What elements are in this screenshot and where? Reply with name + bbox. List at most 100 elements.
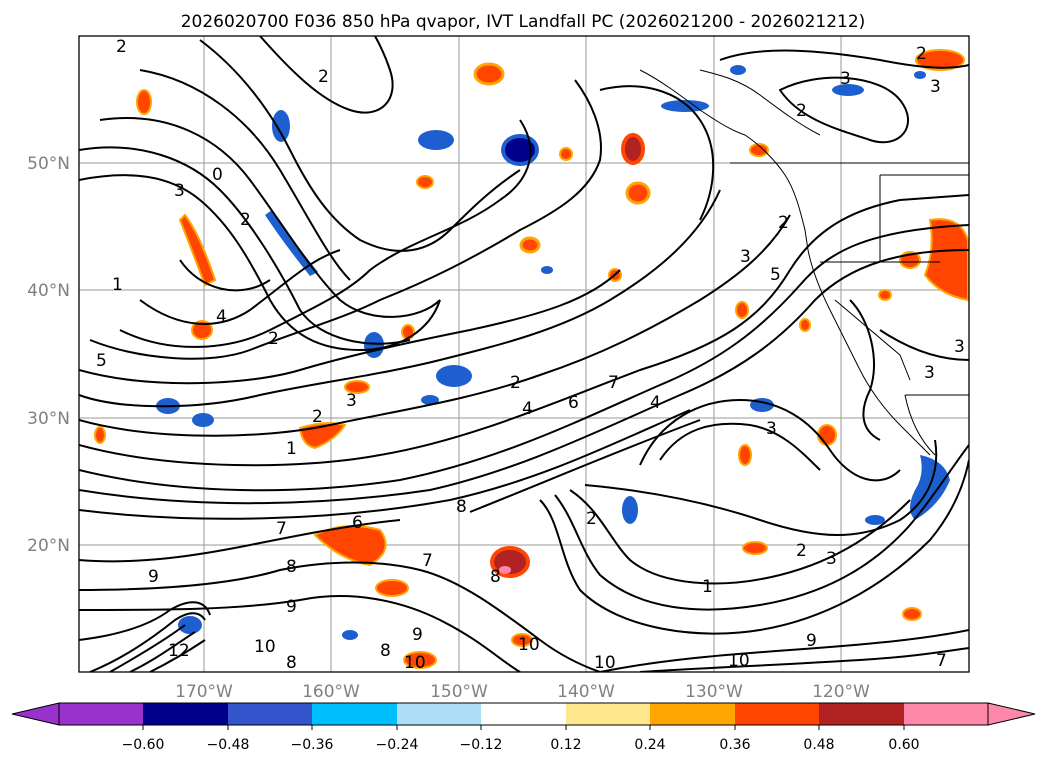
colorbar-tick-label: −0.60 (122, 737, 165, 753)
anomaly-positive (923, 218, 969, 302)
colorbar-tick-label: −0.12 (460, 737, 503, 753)
colorbar-tick-label: 0.48 (803, 737, 834, 753)
anomaly-negative (421, 395, 439, 405)
contour-label: 8 (286, 557, 297, 577)
contour-line (554, 444, 969, 611)
contour-line (79, 561, 601, 672)
contour-line (79, 601, 211, 641)
contour-label: 1 (112, 275, 123, 295)
colorbar-bin (735, 703, 819, 725)
anomaly-positive (511, 633, 533, 647)
anomaly-negative (730, 65, 746, 75)
anomaly-positive (799, 318, 811, 332)
contour-label: 12 (168, 641, 190, 661)
contour-label: 9 (412, 625, 423, 645)
colorbar-bin (59, 703, 143, 725)
contour-line (539, 459, 969, 635)
anomaly-positive-max (499, 566, 511, 574)
contour-label: 4 (650, 393, 661, 413)
contour-line (79, 409, 691, 520)
colorbar-bin (228, 703, 312, 725)
colorbar-bin (650, 703, 735, 725)
contour-line (109, 624, 186, 672)
map-background (79, 36, 969, 672)
colorbar-tick-labels: −0.60 −0.48 −0.36 −0.24 −0.12 0.12 0.24 … (122, 737, 920, 753)
contour-line (639, 399, 901, 482)
contour-label: 2 (510, 373, 521, 393)
contour-label: 2 (312, 407, 323, 427)
colorbar-under-triangle (11, 702, 60, 726)
lon-label-130w: 130°W (685, 682, 743, 702)
contour-line (659, 422, 821, 471)
contour-label: 8 (490, 567, 501, 587)
contour-label: 4 (216, 307, 227, 327)
anomaly-negative (436, 365, 472, 387)
contour-label: 1 (286, 439, 297, 459)
colorbar-bin (397, 703, 481, 725)
contour-line (79, 519, 401, 563)
colorbar-over-triangle (987, 702, 1036, 726)
anomaly-positive (817, 424, 837, 446)
contour-line (119, 119, 532, 348)
contour-line (149, 639, 206, 672)
anomaly-positive-strong (621, 133, 645, 165)
contour-label: 7 (608, 373, 619, 393)
anomaly-positive (738, 444, 752, 466)
contour-label: 9 (286, 597, 297, 617)
anomaly-negative (364, 332, 384, 358)
contour-line (469, 419, 701, 513)
lat-label-40n: 40°N (27, 281, 70, 301)
colorbar-bin (143, 703, 228, 725)
contour-line (79, 595, 521, 672)
anomaly-positive (403, 651, 437, 669)
anomaly-positive (559, 147, 573, 161)
colorbar-ticks (142, 725, 905, 730)
anomaly-negative (541, 266, 553, 274)
contour-line (199, 39, 521, 252)
anomaly-positive (878, 289, 892, 301)
anomaly-positive (344, 380, 370, 394)
anomaly-positive (625, 181, 651, 205)
longitude-labels: 170°W 160°W 150°W 140°W 130°W 120°W (175, 682, 870, 702)
anomaly-positive (178, 213, 217, 287)
contour-line (179, 259, 271, 292)
contour-label: 8 (286, 653, 297, 673)
contour-label: 6 (568, 393, 579, 413)
contour-label: 2 (318, 67, 329, 87)
coastline (807, 249, 931, 456)
contour-line (599, 85, 715, 221)
contour-line (79, 189, 721, 408)
anomaly-negative (418, 130, 454, 150)
contour-label: 2 (916, 44, 927, 64)
contour-line (79, 269, 621, 385)
anomaly-positive (401, 324, 415, 340)
ivt-contours (79, 36, 969, 672)
contour-label: 10 (518, 635, 540, 655)
contour-label: 3 (930, 77, 941, 97)
colorbar-tick-label: −0.36 (291, 737, 334, 753)
colorbar-tick-label: −0.48 (207, 737, 250, 753)
contour-label: 0 (212, 165, 223, 185)
colorbar-tick-label: 0.60 (888, 737, 919, 753)
colorbar-tick-label: 0.24 (634, 737, 665, 753)
contour-label: 2 (796, 541, 807, 561)
colorbar-bin (819, 703, 904, 725)
contour-line (259, 36, 394, 114)
colorbar-bin (312, 703, 397, 725)
colorbar-tick-label: 0.36 (719, 737, 750, 753)
contour-line (139, 249, 341, 325)
latitude-labels: 50°N 40°N 30°N 20°N (27, 154, 70, 556)
contour-line (569, 489, 911, 585)
contour-label: 10 (404, 653, 426, 673)
anomaly-negative (342, 630, 358, 640)
anomaly-negative (265, 210, 318, 276)
contour-line (79, 194, 969, 467)
contour-label: 8 (380, 641, 391, 661)
contour-label: 10 (254, 637, 276, 657)
state-border (834, 299, 911, 381)
contour-label: 7 (422, 551, 433, 571)
anomaly-positive (902, 607, 922, 621)
lon-label-120w: 120°W (812, 682, 870, 702)
contour-label: 2 (586, 509, 597, 529)
coastline (639, 69, 809, 251)
